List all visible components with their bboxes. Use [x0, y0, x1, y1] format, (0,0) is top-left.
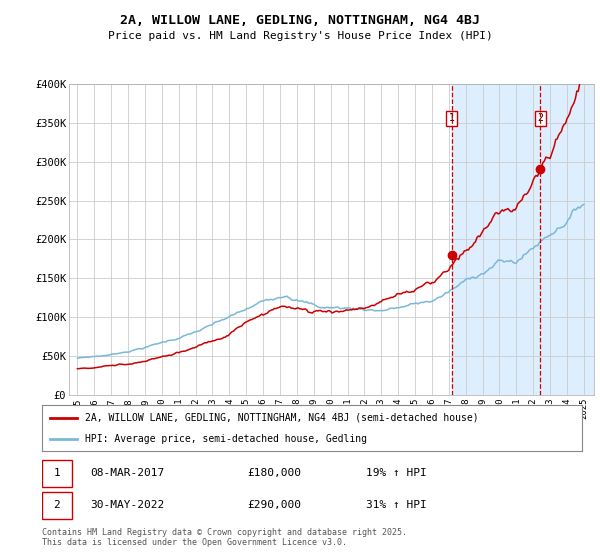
- Text: 30-MAY-2022: 30-MAY-2022: [91, 500, 165, 510]
- Text: 2A, WILLOW LANE, GEDLING, NOTTINGHAM, NG4 4BJ (semi-detached house): 2A, WILLOW LANE, GEDLING, NOTTINGHAM, NG…: [85, 413, 479, 423]
- Text: £180,000: £180,000: [247, 468, 301, 478]
- Text: 19% ↑ HPI: 19% ↑ HPI: [366, 468, 427, 478]
- Text: 2A, WILLOW LANE, GEDLING, NOTTINGHAM, NG4 4BJ: 2A, WILLOW LANE, GEDLING, NOTTINGHAM, NG…: [120, 14, 480, 27]
- FancyBboxPatch shape: [42, 460, 72, 487]
- Bar: [452, 84, 594, 395]
- Text: 1: 1: [449, 113, 455, 123]
- Text: 08-MAR-2017: 08-MAR-2017: [91, 468, 165, 478]
- Text: 1: 1: [53, 468, 60, 478]
- Text: £290,000: £290,000: [247, 500, 301, 510]
- Text: HPI: Average price, semi-detached house, Gedling: HPI: Average price, semi-detached house,…: [85, 435, 367, 444]
- Text: 2: 2: [53, 500, 60, 510]
- FancyBboxPatch shape: [42, 492, 72, 519]
- Text: 31% ↑ HPI: 31% ↑ HPI: [366, 500, 427, 510]
- Text: Contains HM Land Registry data © Crown copyright and database right 2025.
This d: Contains HM Land Registry data © Crown c…: [42, 528, 407, 547]
- Text: Price paid vs. HM Land Registry's House Price Index (HPI): Price paid vs. HM Land Registry's House …: [107, 31, 493, 41]
- Text: 2: 2: [537, 113, 543, 123]
